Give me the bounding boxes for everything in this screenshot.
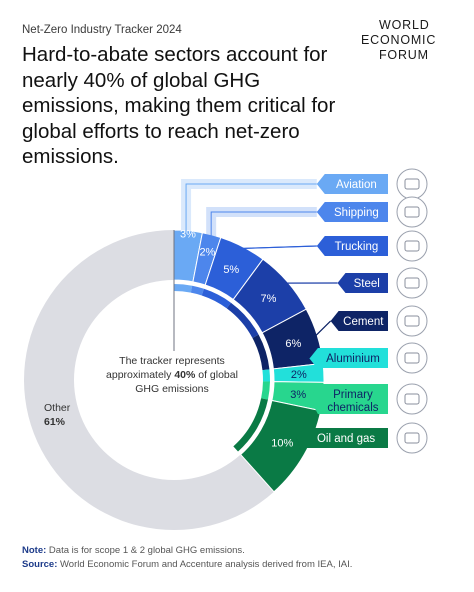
tag-label-oil-and-gas-0: Oil and gas bbox=[317, 433, 375, 445]
inner-ring-steel bbox=[226, 302, 259, 338]
leader-line-4 bbox=[314, 320, 331, 337]
leader-line-5 bbox=[309, 357, 323, 374]
chart-title: Hard-to-abate sectors account for nearly… bbox=[22, 43, 336, 168]
inner-ring-primary-chemicals bbox=[261, 381, 270, 400]
tag-box-steel bbox=[337, 273, 388, 293]
slice-other bbox=[24, 230, 275, 530]
cement-mixer-icon bbox=[396, 305, 428, 337]
steel-beam-icon-glyph bbox=[404, 277, 420, 289]
leader-line-1 bbox=[210, 211, 317, 237]
chart-notes: Note: Data is for scope 1 & 2 global GHG… bbox=[22, 544, 352, 572]
tag-label-shipping-0: Shipping bbox=[334, 207, 379, 219]
cement-mixer-icon-glyph bbox=[404, 315, 420, 327]
slice-label-cement: 6% bbox=[285, 338, 301, 350]
aluminium-can-icon bbox=[396, 342, 428, 374]
steel-beam-icon bbox=[396, 267, 428, 299]
ship-icon bbox=[396, 196, 428, 228]
center-text-line-3: GHG emissions bbox=[135, 383, 209, 395]
note-label: Note: bbox=[22, 545, 47, 556]
tag-box-shipping bbox=[316, 202, 388, 222]
aluminium-can-icon-glyph bbox=[404, 352, 420, 364]
note-text: Data is for scope 1 & 2 global GHG emiss… bbox=[46, 545, 245, 556]
leader-line-7 bbox=[295, 437, 303, 455]
tag-label-aviation-0: Aviation bbox=[336, 179, 377, 191]
wef-logo: WORLD ECONOMIC FORUM bbox=[357, 18, 457, 66]
tag-box-trucking bbox=[316, 236, 388, 256]
inner-ring-oil-and-gas bbox=[233, 398, 268, 452]
leader-line-0 bbox=[185, 183, 317, 233]
other-label: Other bbox=[44, 402, 71, 414]
tag-box-aviation bbox=[316, 174, 388, 194]
tag-label-cement-0: Cement bbox=[343, 316, 384, 328]
leader-band-1 bbox=[206, 207, 317, 237]
slice-label-trucking: 5% bbox=[223, 264, 239, 276]
airplane-icon-glyph bbox=[404, 178, 420, 190]
ship-icon-glyph bbox=[404, 206, 420, 218]
logo-line-1: WORLD bbox=[379, 18, 430, 32]
slice-label-steel: 7% bbox=[261, 293, 277, 305]
slice-label-shipping: 2% bbox=[199, 246, 215, 258]
slice-label-aluminium: 2% bbox=[291, 369, 307, 381]
logo-line-3: FORUM bbox=[379, 48, 429, 62]
chart-kicker: Net-Zero Industry Tracker 2024 bbox=[22, 24, 182, 36]
inner-ring-aluminium bbox=[262, 369, 270, 382]
airplane-icon bbox=[396, 168, 428, 200]
tag-box-oil-and-gas bbox=[296, 428, 388, 448]
oil-barrel-icon bbox=[396, 422, 428, 454]
center-text-line-2: approximately 40% of global bbox=[106, 369, 238, 381]
truck-icon-glyph bbox=[404, 240, 420, 252]
tag-label-aluminium-0: Aluminium bbox=[326, 353, 380, 365]
logo-line-2: ECONOMIC bbox=[361, 33, 437, 47]
tag-box-cement bbox=[330, 311, 388, 331]
source-text: World Economic Forum and Accenture analy… bbox=[57, 559, 353, 570]
inner-ring-aviation bbox=[174, 284, 193, 293]
inner-ring-shipping bbox=[190, 285, 204, 296]
note-line: Note: Data is for scope 1 & 2 global GHG… bbox=[22, 544, 352, 558]
other-value: 61% bbox=[44, 416, 66, 428]
source-label: Source: bbox=[22, 559, 58, 570]
tag-label-steel-0: Steel bbox=[354, 278, 380, 290]
slice-label-aviation: 3% bbox=[180, 229, 196, 241]
oil-barrel-icon-glyph bbox=[404, 432, 420, 444]
inner-ring-trucking bbox=[201, 288, 231, 309]
tag-box-primary-chemicals bbox=[309, 384, 388, 414]
tag-label-primary-chemicals-1: chemicals bbox=[327, 402, 378, 414]
chemical-plant-icon bbox=[396, 383, 428, 415]
source-line: Source: World Economic Forum and Accentu… bbox=[22, 558, 352, 572]
tag-label-trucking-0: Trucking bbox=[335, 241, 379, 253]
chemical-plant-icon-glyph bbox=[404, 393, 420, 405]
tag-box-aluminium bbox=[309, 348, 388, 368]
slice-label-primary-chemicals: 3% bbox=[290, 389, 306, 401]
center-text-line-1: The tracker represents bbox=[119, 355, 225, 367]
inner-ring-cement bbox=[252, 334, 270, 371]
truck-icon bbox=[396, 230, 428, 262]
leader-line-2 bbox=[241, 245, 317, 249]
slice-label-oil-and-gas: 10% bbox=[271, 438, 293, 450]
tag-label-primary-chemicals-0: Primary bbox=[333, 389, 373, 401]
